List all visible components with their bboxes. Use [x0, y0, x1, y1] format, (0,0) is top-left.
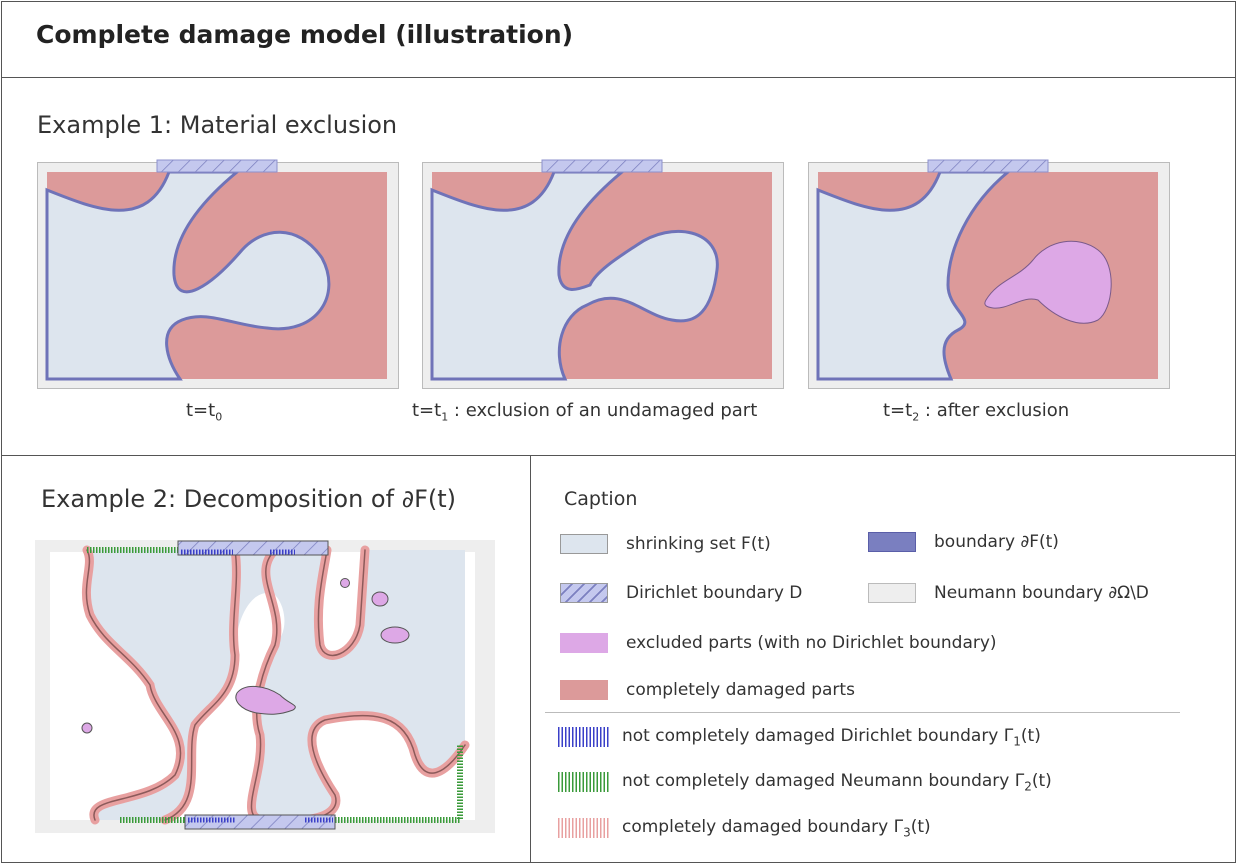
- shrinking-set-t2: [816, 170, 1013, 381]
- figure-title: Complete damage model (illustration): [36, 20, 574, 49]
- example2-heading: Example 2: Decomposition of ∂F(t): [41, 485, 457, 513]
- divider-vertical: [530, 455, 531, 863]
- legend-boundary: boundary ∂F(t): [868, 532, 1059, 552]
- caption-heading: Caption: [564, 488, 638, 510]
- legend-gamma3: completely damaged boundary Γ3(t): [558, 817, 931, 839]
- panel-t1: [422, 159, 784, 389]
- legend-damaged: completely damaged parts: [560, 680, 855, 700]
- panel-t1-label: t=t1 : exclusion of an undamaged part: [412, 400, 758, 424]
- excluded-part-t2: [984, 240, 1112, 324]
- legend-gamma2: not completely damaged Neumann boundary …: [558, 771, 1052, 793]
- panel-t2: [808, 159, 1170, 389]
- legend-neumann: Neumann boundary ∂Ω\D: [868, 583, 1149, 603]
- divider-middle: [1, 455, 1236, 456]
- legend-gamma1: not completely damaged Dirichlet boundar…: [558, 726, 1041, 748]
- example1-heading: Example 1: Material exclusion: [37, 111, 398, 139]
- divider-top: [1, 77, 1236, 78]
- legend-excluded: excluded parts (with no Dirichlet bounda…: [560, 633, 997, 653]
- caption-divider: [545, 712, 1180, 713]
- panel-t0-label: t=t0: [186, 400, 223, 424]
- panel-t2-label: t=t2 : after exclusion: [883, 400, 1070, 424]
- panel-t0: [37, 159, 399, 389]
- decomposition-diagram: [35, 540, 495, 833]
- legend-dirichlet: Dirichlet boundary D: [560, 583, 802, 603]
- legend-shrinking: shrinking set F(t): [560, 534, 771, 554]
